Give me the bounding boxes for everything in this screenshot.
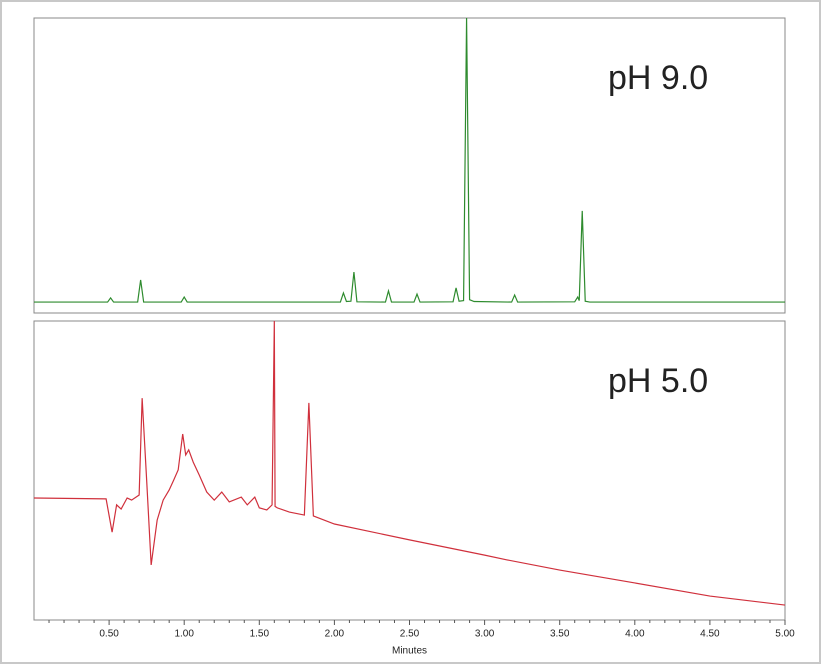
x-axis-title: Minutes: [392, 646, 427, 657]
x-tick-label: 3.50: [550, 629, 570, 640]
x-tick-label: 3.00: [475, 629, 495, 640]
x-tick-label: 4.50: [700, 629, 720, 640]
panel: [33, 17, 786, 314]
x-tick-label: 5.00: [775, 629, 795, 640]
x-tick-label: 4.00: [625, 629, 645, 640]
trace: [34, 18, 785, 303]
x-tick-label: 1.50: [250, 629, 270, 640]
panel: [33, 320, 786, 621]
x-tick-label: 1.00: [174, 629, 194, 640]
x-tick-label: 2.50: [400, 629, 420, 640]
trace: [34, 321, 785, 606]
x-tick-label: 2.00: [325, 629, 345, 640]
panel-label: pH 5.0: [608, 362, 708, 400]
x-tick-label: 0.50: [99, 629, 119, 640]
panel-label: pH 9.0: [608, 59, 708, 97]
